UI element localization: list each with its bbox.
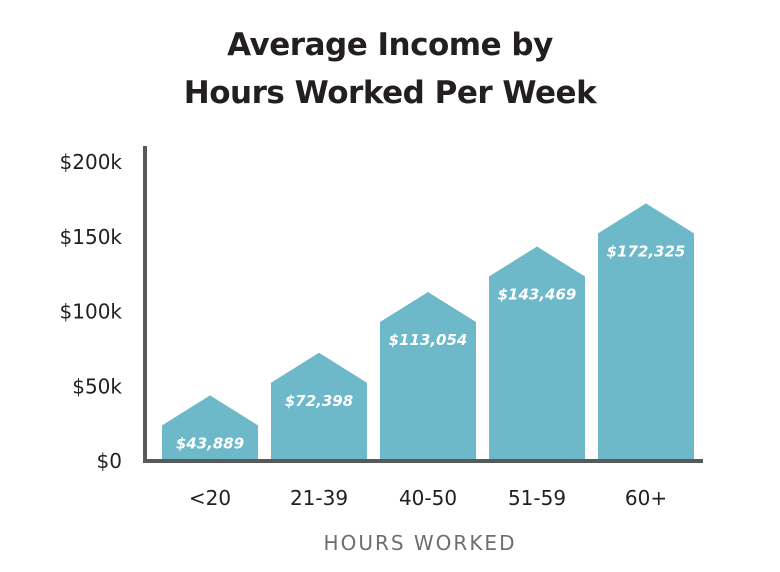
y-tick-label: $50k (72, 374, 122, 398)
data-label: $43,889 (176, 434, 244, 452)
bar (598, 203, 694, 461)
data-label: $113,054 (389, 331, 468, 349)
x-axis-ticks: <20 21-39 40-50 51-59 60+ (189, 486, 667, 510)
chart-title-line-1: Average Income by (227, 27, 553, 63)
y-axis-ticks: $0 $50k $100k $150k $200k (60, 150, 123, 473)
x-tick-label: 21-39 (290, 486, 348, 510)
data-labels: $43,889 $72,398 $113,054 $143,469 $172,325 (176, 242, 686, 452)
chart-title-line-2: Hours Worked Per Week (183, 75, 597, 111)
data-label: $172,325 (607, 242, 686, 260)
bars-group (162, 203, 694, 461)
x-axis-label: HOURS WORKED (324, 531, 517, 555)
bar (162, 395, 258, 461)
x-tick-label: 60+ (625, 486, 667, 510)
bar (489, 246, 585, 461)
y-tick-label: $100k (60, 300, 123, 324)
data-label: $143,469 (498, 286, 577, 304)
x-tick-label: 40-50 (399, 486, 457, 510)
x-tick-label: 51-59 (508, 486, 566, 510)
data-label: $72,398 (285, 392, 353, 410)
bar (271, 352, 367, 461)
bar (380, 291, 476, 461)
y-tick-label: $150k (60, 225, 123, 249)
y-tick-label: $0 (97, 449, 122, 473)
y-tick-label: $200k (60, 150, 123, 174)
x-tick-label: <20 (189, 486, 231, 510)
